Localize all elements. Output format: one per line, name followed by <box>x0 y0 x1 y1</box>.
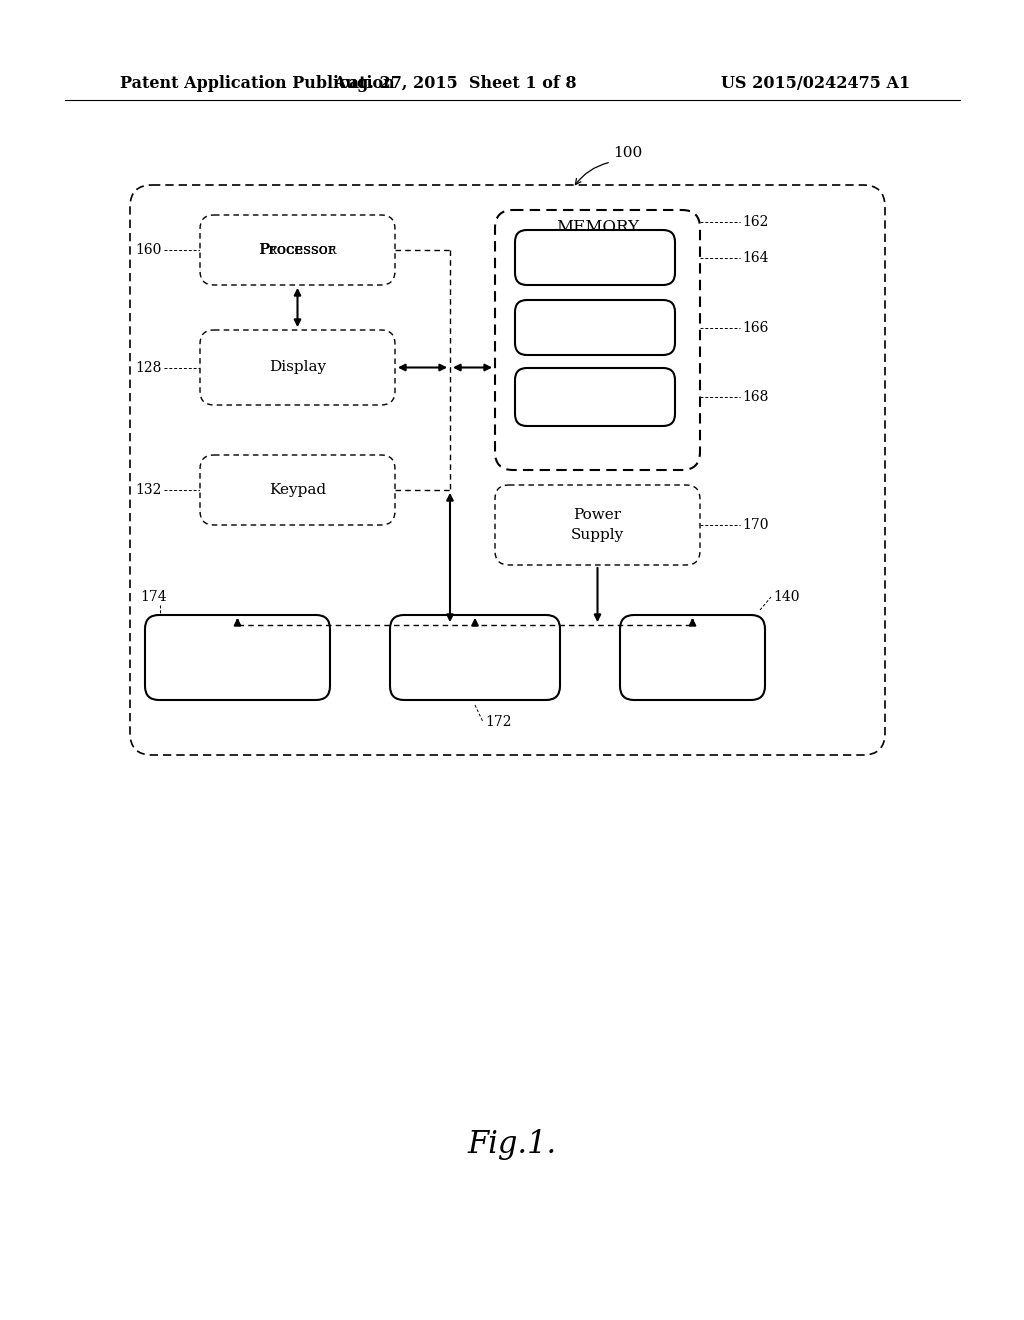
Text: OS: OS <box>584 251 606 264</box>
Text: 100: 100 <box>613 147 642 160</box>
FancyBboxPatch shape <box>200 215 395 285</box>
Text: Radio: Radio <box>453 651 498 664</box>
Text: US 2015/0242475 A1: US 2015/0242475 A1 <box>721 75 910 92</box>
FancyBboxPatch shape <box>515 230 675 285</box>
FancyBboxPatch shape <box>515 368 675 426</box>
Text: 166: 166 <box>742 321 768 334</box>
FancyBboxPatch shape <box>145 615 330 700</box>
Text: Power
Supply: Power Supply <box>570 508 624 541</box>
FancyBboxPatch shape <box>495 210 700 470</box>
FancyBboxPatch shape <box>495 484 700 565</box>
Text: 128: 128 <box>135 360 162 375</box>
Text: 174: 174 <box>140 590 167 605</box>
Text: Aug. 27, 2015  Sheet 1 of 8: Aug. 27, 2015 Sheet 1 of 8 <box>333 75 577 92</box>
FancyBboxPatch shape <box>130 185 885 755</box>
Text: 172: 172 <box>485 715 512 729</box>
Text: Pʀᴏᴄᴇssᴏʀ: Pʀᴏᴄᴇssᴏʀ <box>258 243 337 257</box>
Text: Display: Display <box>269 360 326 375</box>
Text: Fig.1.: Fig.1. <box>467 1130 557 1160</box>
Text: Audio
Interface: Audio Interface <box>203 640 272 675</box>
Text: App(s): App(s) <box>570 321 621 335</box>
Text: 132: 132 <box>135 483 162 498</box>
Text: Storage: Storage <box>564 389 626 404</box>
Text: 160: 160 <box>135 243 162 257</box>
FancyBboxPatch shape <box>515 300 675 355</box>
Text: 164: 164 <box>742 251 768 264</box>
Text: Keypad: Keypad <box>269 483 326 498</box>
Text: 140: 140 <box>773 590 800 605</box>
Text: Processor: Processor <box>259 243 336 257</box>
FancyBboxPatch shape <box>200 455 395 525</box>
Text: 162: 162 <box>742 215 768 228</box>
Text: 170: 170 <box>742 517 768 532</box>
FancyBboxPatch shape <box>390 615 560 700</box>
Text: MEMORY: MEMORY <box>556 219 639 236</box>
FancyBboxPatch shape <box>620 615 765 700</box>
FancyBboxPatch shape <box>200 330 395 405</box>
Text: 168: 168 <box>742 389 768 404</box>
Text: Patent Application Publication: Patent Application Publication <box>120 75 394 92</box>
Text: LED: LED <box>676 651 710 664</box>
